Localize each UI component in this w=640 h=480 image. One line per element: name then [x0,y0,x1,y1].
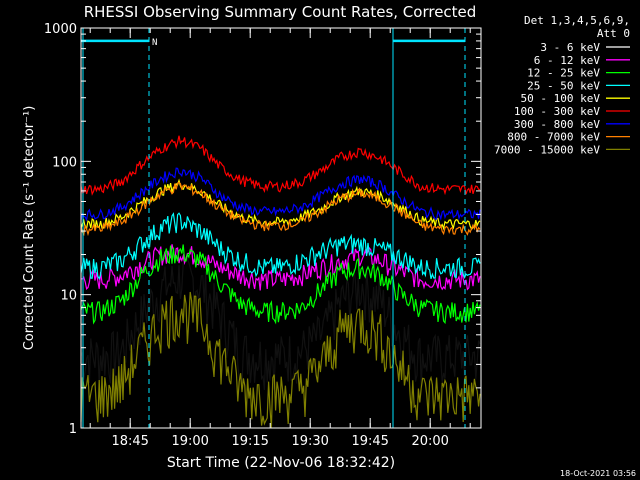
y-axis-label: Corrected Count Rate (s⁻¹ detector⁻¹) [22,106,37,351]
legend-label: 100 - 300 keV [514,105,600,118]
series-line [81,244,481,291]
legend-label: 3 - 6 keV [540,41,600,54]
series-line [80,244,481,325]
y-tick-label: 100 [52,155,77,170]
y-tick-label: 1000 [44,22,77,37]
legend-label: 12 - 25 keV [527,67,600,80]
legend-header: Det 1,3,4,5,6,9, [524,14,630,27]
y-tick-label: 10 [60,289,77,304]
legend-header: Att 0 [597,27,630,40]
x-tick-label: 19:00 [171,434,208,449]
night-label: N [152,38,157,48]
legend-label: 7000 - 15000 keV [494,143,600,156]
plot-frame [80,27,482,429]
legend-label: 800 - 7000 keV [507,131,600,144]
legend-label: 300 - 800 keV [514,118,600,131]
axis-labels: 18:45 19:00 19:15 19:30 19:45 20:00 1 10 100 1000 [44,22,481,449]
legend-label: 6 - 12 keV [534,54,601,67]
legend-label: 25 - 50 keV [527,79,600,92]
series-line [80,167,481,222]
footer-date: 18-Oct-2021 03:56 [560,469,636,478]
x-tick-label: 20:00 [411,434,448,449]
y-tick-label: 1 [69,422,77,437]
chart-title: RHESSI Observing Summary Count Rates, Co… [84,3,477,21]
series-line [80,291,481,428]
x-tick-label: 19:15 [231,434,268,449]
legend-label: 50 - 100 keV [521,92,601,105]
series-line [80,181,481,237]
series-line [80,212,481,280]
x-tick-label: 18:45 [111,434,148,449]
series-line [80,135,481,196]
x-tick-label: 19:45 [351,434,388,449]
series-line [80,255,481,391]
x-tick-label: 19:30 [291,434,328,449]
plot-content: N [80,28,481,428]
x-axis-label: Start Time (22-Nov-06 18:32:42) [167,455,395,471]
